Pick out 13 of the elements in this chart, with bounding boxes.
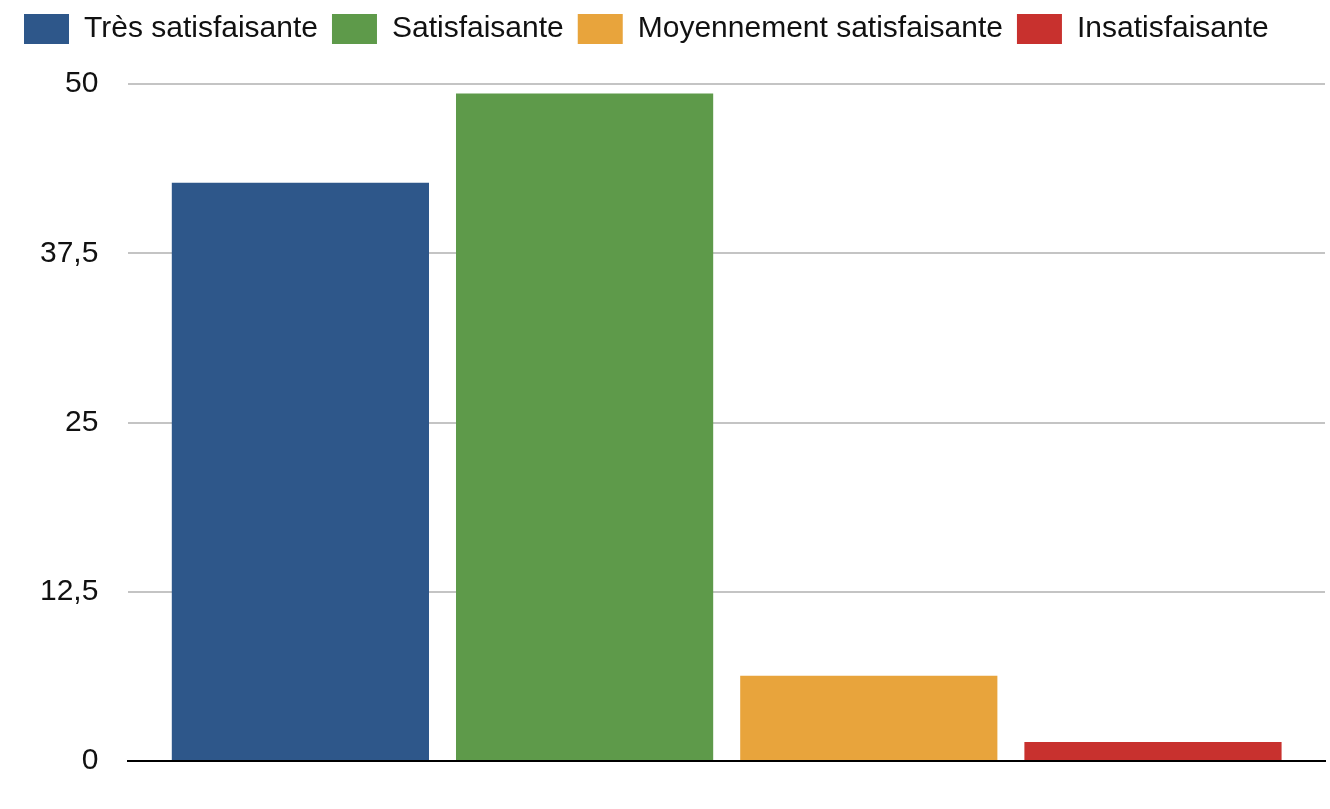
bar	[456, 93, 714, 760]
legend-label: Satisfaisante	[391, 10, 564, 44]
bar	[171, 182, 429, 760]
y-tick-label: 25	[65, 403, 99, 437]
y-tick-label: 12,5	[40, 573, 99, 607]
y-tick-label: 37,5	[40, 234, 99, 268]
legend-label: Insatisfaisante	[1076, 10, 1269, 44]
bar	[1024, 742, 1282, 760]
y-tick-label: 50	[65, 65, 99, 99]
legend-label: Moyennement satisfaisante	[637, 10, 1003, 44]
y-tick-label: 0	[81, 742, 99, 776]
legend-label: Très satisfaisante	[84, 10, 318, 44]
bar	[740, 675, 998, 760]
